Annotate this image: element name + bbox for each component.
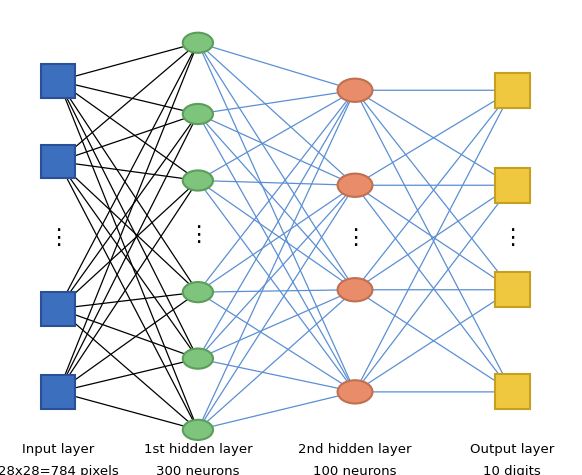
FancyBboxPatch shape	[495, 73, 530, 108]
FancyBboxPatch shape	[495, 168, 530, 203]
Text: 10 digits: 10 digits	[483, 465, 541, 475]
Text: 2nd hidden layer: 2nd hidden layer	[298, 443, 412, 456]
Ellipse shape	[183, 420, 213, 440]
FancyBboxPatch shape	[41, 144, 75, 179]
Ellipse shape	[183, 171, 213, 190]
Ellipse shape	[183, 104, 213, 124]
Text: ⋮: ⋮	[344, 228, 366, 247]
Text: 1st hidden layer: 1st hidden layer	[144, 443, 252, 456]
Ellipse shape	[338, 174, 372, 197]
FancyBboxPatch shape	[41, 292, 75, 326]
Text: 100 neurons: 100 neurons	[313, 465, 397, 475]
Ellipse shape	[183, 282, 213, 302]
FancyBboxPatch shape	[495, 272, 530, 307]
FancyBboxPatch shape	[495, 374, 530, 409]
Ellipse shape	[338, 278, 372, 301]
Text: ⋮: ⋮	[47, 228, 69, 247]
Text: ⋮: ⋮	[501, 228, 523, 247]
Text: Input layer: Input layer	[22, 443, 94, 456]
Ellipse shape	[338, 380, 372, 403]
Ellipse shape	[183, 349, 213, 369]
Text: ⋮: ⋮	[187, 225, 209, 245]
Text: 300 neurons: 300 neurons	[156, 465, 240, 475]
Ellipse shape	[183, 33, 213, 53]
FancyBboxPatch shape	[41, 64, 75, 98]
Text: 28x28=784 pixels: 28x28=784 pixels	[0, 465, 119, 475]
Text: Output layer: Output layer	[470, 443, 554, 456]
Ellipse shape	[338, 79, 372, 102]
FancyBboxPatch shape	[41, 375, 75, 409]
